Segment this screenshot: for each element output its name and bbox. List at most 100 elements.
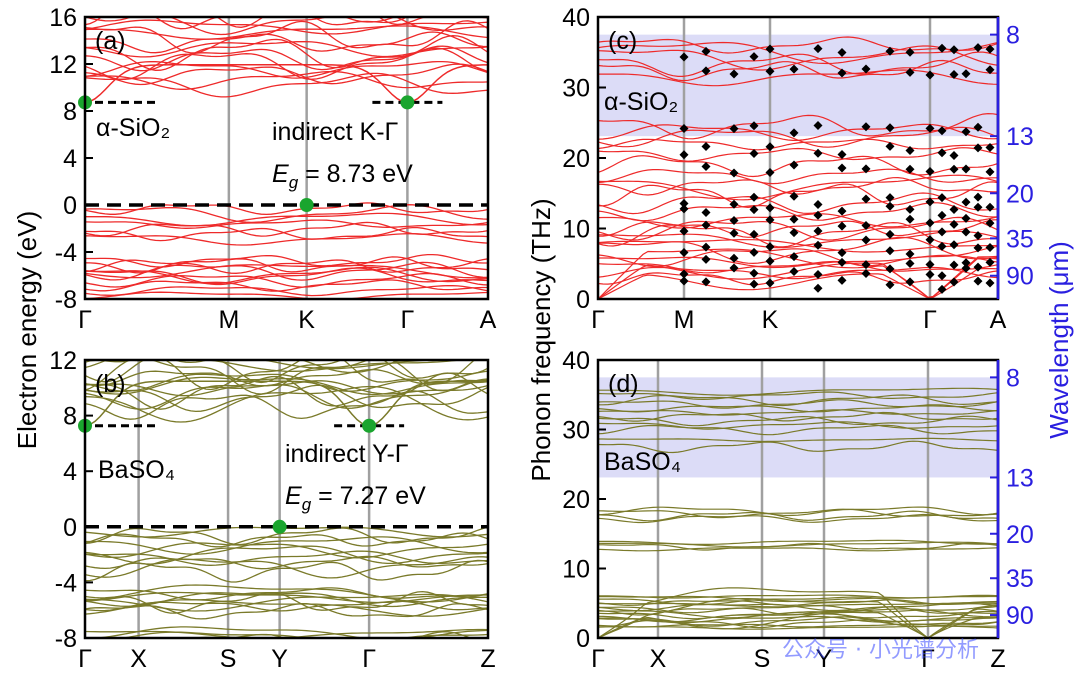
- exp-diamond-49: [789, 160, 799, 170]
- valence-band-12: [85, 226, 488, 242]
- exp-diamond-1: [679, 269, 689, 279]
- exp-diamond-51: [789, 64, 799, 74]
- exp-diamond-128: [961, 127, 971, 137]
- valence-band-19: [85, 542, 488, 559]
- exp-diamond-44: [789, 267, 799, 277]
- wavelength-tick-label-1: 13: [1006, 464, 1034, 492]
- optical-branch-2-0: [598, 513, 998, 524]
- kpoint-label-2: S: [754, 645, 771, 673]
- y-tick-label-0: -8: [55, 286, 77, 314]
- exp-diamond-13: [701, 208, 711, 218]
- exp-diamond-54: [813, 240, 823, 250]
- exp-diamond-36: [765, 256, 775, 266]
- kpoint-label-0: Γ: [591, 645, 605, 673]
- y-tick-label-3: 30: [562, 417, 590, 445]
- kpoint-label-4: A: [990, 306, 1007, 334]
- exp-diamond-35: [765, 278, 775, 288]
- conduction-band-12: [167, 17, 488, 36]
- exp-diamond-105: [937, 271, 947, 281]
- exp-diamond-30: [749, 205, 759, 215]
- exp-diamond-76: [861, 122, 871, 132]
- y-tick-label-2: 0: [63, 192, 77, 220]
- exp-diamond-33: [749, 121, 759, 131]
- acoustic-branch-2: [598, 248, 998, 299]
- optical-branch-4-0: [598, 424, 998, 436]
- kpoint-label-1: X: [650, 645, 667, 673]
- optical-branch-0-6: [598, 238, 998, 253]
- exp-diamond-23: [729, 168, 739, 178]
- watermark: 公众号 · 小光谱分析: [782, 638, 979, 663]
- y-tick-label-0: -8: [55, 625, 77, 653]
- valence-band-12: [85, 591, 488, 604]
- exp-diamond-11: [701, 242, 711, 252]
- band-curves: [598, 36, 998, 299]
- exp-diamond-67: [837, 149, 847, 159]
- valence-band-17: [85, 550, 488, 566]
- conduction-band-11: [85, 360, 488, 384]
- exp-diamond-114: [949, 260, 959, 270]
- y-tick-label-5: 12: [49, 347, 77, 375]
- exp-diamond-97: [925, 260, 935, 270]
- exp-diamond-125: [961, 213, 971, 223]
- exp-diamond-86: [885, 46, 895, 56]
- y-tick-label-4: 8: [63, 98, 77, 126]
- exp-diamond-0: [679, 276, 689, 286]
- exp-diamond-53: [813, 269, 823, 279]
- exp-diamond-31: [749, 192, 759, 202]
- exp-diamond-88: [905, 258, 915, 268]
- exp-diamond-112: [937, 43, 947, 53]
- conduction-band-12: [106, 360, 465, 373]
- panel-label: (a): [95, 27, 126, 55]
- exp-diamond-92: [905, 164, 915, 174]
- exp-diamond-100: [925, 197, 935, 207]
- wavelength-tick-label-1: 13: [1006, 123, 1034, 151]
- y-tick-label-3: 4: [63, 145, 77, 173]
- optical-branch-2-2: [598, 155, 998, 178]
- exp-diamond-6: [679, 150, 689, 160]
- exp-diamond-84: [885, 141, 895, 151]
- exp-diamond-71: [861, 260, 871, 270]
- exp-diamond-68: [837, 68, 847, 78]
- gap-value-label: Eg = 8.73 eV: [272, 160, 413, 192]
- exp-diamond-120: [949, 70, 959, 80]
- panel-label: (b): [95, 370, 126, 398]
- exp-diamond-64: [837, 221, 847, 231]
- exp-diamond-111: [937, 126, 947, 136]
- exp-diamond-57: [813, 199, 823, 209]
- kpoint-label-4: Γ: [362, 645, 376, 673]
- acoustic-branch-2: [598, 587, 998, 638]
- exp-diamond-80: [885, 246, 895, 256]
- conduction-band-16: [129, 360, 146, 362]
- optical-branch-4-4: [598, 41, 998, 65]
- material-label: BaSO₄: [604, 448, 681, 476]
- exp-diamond-43: [765, 44, 775, 54]
- wavelength-axis-title: Wavelength (μm): [1044, 241, 1074, 439]
- y-tick-label-1: 10: [562, 216, 590, 244]
- wavelength-tick-label-2: 20: [1006, 180, 1034, 208]
- kpoint-label-0: Γ: [78, 306, 92, 334]
- y-tick-label-5: 12: [49, 51, 77, 79]
- valence-band-4: [85, 266, 488, 285]
- cbm-marker-gamma: [362, 418, 377, 433]
- optical-branch-4-2: [598, 415, 998, 427]
- kpoint-label-4: A: [480, 306, 497, 334]
- exp-diamond-70: [861, 268, 871, 278]
- panel-label: (c): [608, 27, 637, 55]
- optical-branch-1-5: [598, 176, 998, 196]
- optical-branch-4-2: [598, 51, 998, 78]
- wavelength-tick-label-4: 90: [1006, 263, 1034, 291]
- exp-diamond-65: [837, 206, 847, 216]
- conduction-band-4: [85, 47, 488, 81]
- exp-diamond-90: [905, 214, 915, 224]
- exp-diamond-20: [729, 228, 739, 238]
- kpoint-label-0: Γ: [591, 306, 605, 334]
- exp-diamond-122: [961, 263, 971, 273]
- exp-diamond-37: [765, 242, 775, 252]
- exp-diamond-48: [789, 191, 799, 201]
- exp-diamond-61: [837, 275, 847, 285]
- exp-diamond-94: [905, 67, 915, 77]
- optical-branch-4-4: [598, 409, 998, 416]
- conduction-band-9: [85, 20, 488, 54]
- wavelength-tick-label-3: 35: [1006, 565, 1034, 593]
- exp-diamond-104: [937, 284, 947, 294]
